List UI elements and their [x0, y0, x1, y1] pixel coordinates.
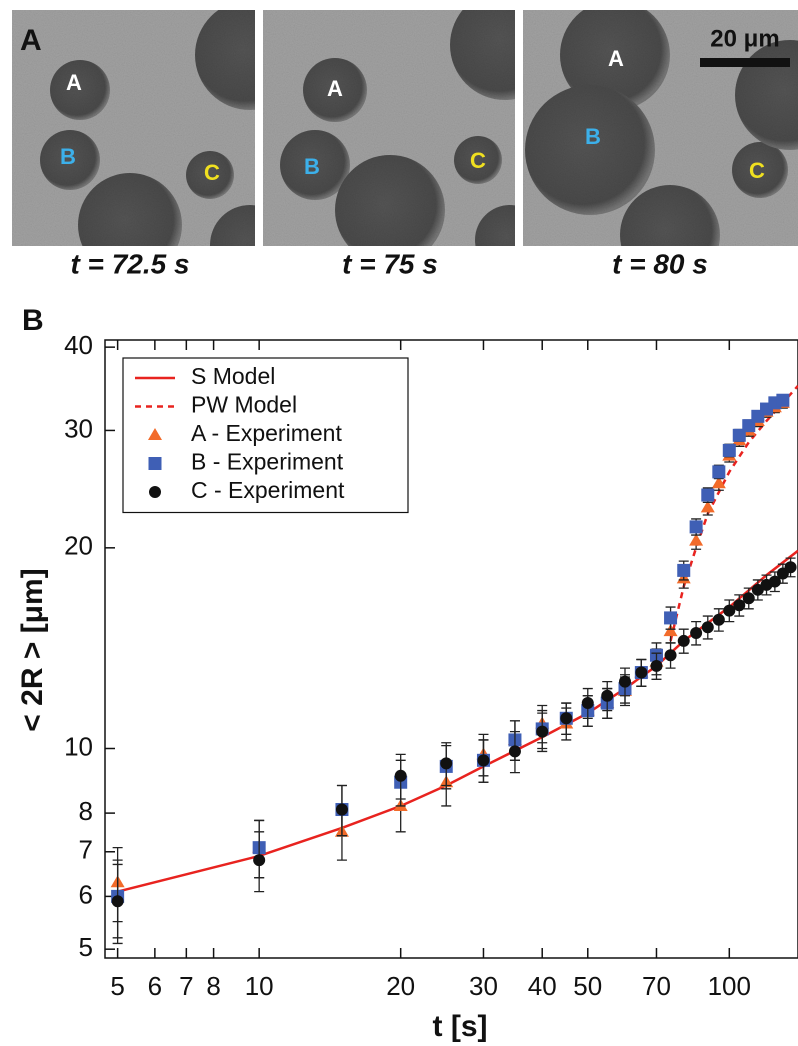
y-tick-label: 7	[79, 835, 93, 865]
scale-bar	[700, 58, 790, 67]
marker	[712, 613, 725, 626]
droplet-label: A	[66, 70, 82, 95]
droplet-label: B	[60, 144, 76, 169]
marker	[111, 895, 124, 908]
marker	[650, 659, 663, 672]
marker	[618, 675, 631, 688]
marker	[690, 627, 703, 640]
legend-label: PW Model	[191, 392, 297, 418]
marker	[712, 465, 726, 479]
panel-label: A	[20, 24, 42, 57]
marker	[536, 725, 549, 738]
marker	[711, 476, 726, 489]
marker	[689, 520, 703, 534]
marker	[148, 428, 162, 440]
droplet-label: A	[608, 46, 624, 71]
x-tick-label: 6	[148, 971, 162, 1001]
marker	[477, 754, 490, 767]
marker	[581, 697, 594, 710]
y-tick-label: 5	[79, 932, 93, 962]
legend-box	[122, 357, 409, 514]
marker	[508, 745, 521, 758]
scale-bar-label: 20 μm	[710, 25, 779, 52]
x-tick-label: 5	[110, 971, 124, 1001]
marker	[663, 624, 678, 637]
droplet-label: A	[327, 76, 343, 101]
frame-image	[12, 10, 255, 246]
x-tick-label: 100	[708, 971, 751, 1001]
marker	[784, 561, 797, 574]
legend-label: B - Experiment	[191, 449, 344, 475]
marker	[751, 583, 764, 596]
y-tick-label: 10	[64, 731, 93, 761]
droplet-label: C	[749, 158, 765, 183]
marker	[677, 634, 690, 647]
marker	[742, 592, 755, 605]
marker	[148, 457, 162, 470]
marker	[689, 533, 704, 546]
droplet-label: C	[470, 148, 486, 173]
marker	[722, 443, 736, 457]
frame-image	[263, 10, 515, 246]
frame-image	[523, 10, 798, 246]
marker	[253, 854, 266, 867]
marker	[664, 611, 678, 625]
marker	[701, 621, 714, 634]
droplet-label: C	[204, 160, 220, 185]
marker	[733, 599, 746, 612]
y-tick-label: 6	[79, 879, 93, 909]
marker	[149, 486, 161, 498]
y-tick-label: 8	[79, 796, 93, 826]
marker	[701, 488, 715, 502]
marker	[768, 575, 781, 588]
x-tick-label: 70	[642, 971, 671, 1001]
y-tick-label: 40	[64, 330, 93, 360]
frame-caption: t = 80 s	[612, 248, 708, 279]
x-tick-label: 40	[528, 971, 557, 1001]
plot-frame	[104, 339, 798, 959]
x-tick-label: 7	[179, 971, 193, 1001]
y-tick-label: 20	[64, 531, 93, 561]
marker	[440, 757, 453, 770]
legend-label: A - Experiment	[191, 420, 342, 446]
marker	[394, 769, 407, 782]
x-axis-label: t [s]	[433, 1010, 488, 1043]
marker	[723, 604, 736, 617]
x-tick-label: 8	[206, 971, 220, 1001]
y-tick-label: 30	[64, 413, 93, 443]
frame-caption: t = 72.5 s	[70, 248, 189, 279]
marker	[601, 689, 614, 702]
x-tick-label: 10	[245, 971, 274, 1001]
panel-label: B	[22, 304, 44, 337]
marker	[700, 500, 715, 513]
x-tick-label: 20	[386, 971, 415, 1001]
legend-label: C - Experiment	[191, 477, 345, 503]
marker	[664, 649, 677, 662]
marker	[560, 712, 573, 725]
x-tick-label: 50	[573, 971, 602, 1001]
droplet-label: B	[304, 154, 320, 179]
marker	[635, 666, 648, 679]
marker	[335, 803, 348, 816]
droplet-label: B	[585, 124, 601, 149]
y-axis-label: < 2R > [μm]	[16, 568, 49, 731]
marker	[677, 563, 691, 577]
frame-caption: t = 75 s	[342, 248, 438, 279]
x-tick-label: 30	[469, 971, 498, 1001]
marker	[776, 393, 790, 407]
model-line	[117, 549, 798, 893]
legend-label: S Model	[191, 363, 275, 389]
